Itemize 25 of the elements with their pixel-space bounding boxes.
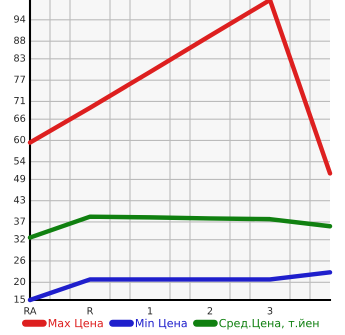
y-tick-label: 88 — [14, 36, 26, 44]
y-tick-label: 43 — [14, 196, 26, 204]
y-tick-label: 49 — [14, 174, 26, 182]
y-tick-label: 32 — [14, 235, 25, 243]
x-tick-label: 2 — [208, 307, 212, 314]
y-tick-label: 77 — [14, 76, 25, 83]
legend-label: Max Цена — [48, 319, 103, 329]
y-tick-label: 83 — [14, 54, 26, 62]
y-tick-label: 20 — [14, 278, 26, 286]
y-tick-label: 71 — [14, 97, 25, 104]
y-tick-label: 66 — [14, 114, 26, 122]
y-tick-label: 94 — [14, 15, 26, 23]
x-tick-label: RA — [24, 307, 36, 314]
y-tick-label: 15 — [14, 296, 25, 303]
line-series — [28, 0, 332, 176]
x-tick-label: R — [88, 307, 94, 314]
legend-label: Min Цена — [136, 318, 187, 329]
y-tick-label: 60 — [14, 136, 26, 144]
y-tick-label: 26 — [14, 256, 26, 264]
line-series — [28, 214, 332, 240]
y-tick-label: 54 — [14, 157, 26, 165]
x-tick-label: 1 — [148, 307, 152, 314]
legend-label: Сред.Цена, т.йен — [219, 318, 319, 330]
y-tick-label: 37 — [14, 217, 25, 225]
x-tick-label: 3 — [268, 307, 272, 314]
